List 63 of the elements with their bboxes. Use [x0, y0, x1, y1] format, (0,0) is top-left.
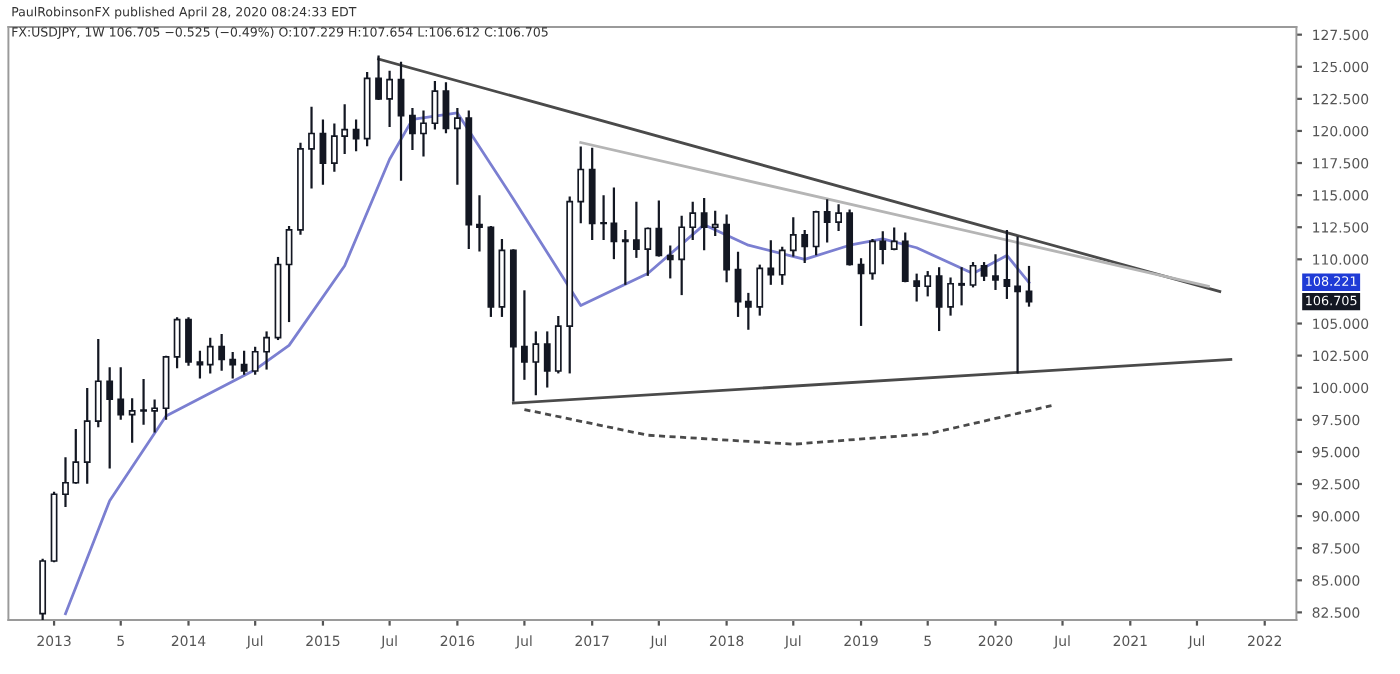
candlestick	[756, 264, 764, 316]
candlestick	[140, 378, 147, 425]
candlestick	[789, 217, 797, 257]
candlestick	[689, 201, 697, 240]
candlestick	[83, 387, 91, 484]
candlestick	[778, 246, 786, 285]
candlestick	[711, 210, 719, 237]
candlestick	[644, 227, 652, 276]
candlestick	[240, 350, 248, 375]
candlestick	[835, 204, 842, 231]
candlestick	[106, 367, 114, 469]
candlestick	[992, 254, 999, 290]
line-series	[64, 111, 1031, 616]
candlestick	[520, 290, 528, 380]
candlestick	[969, 262, 977, 288]
candlestick	[554, 315, 562, 374]
candlestick	[308, 106, 315, 189]
candlestick	[666, 245, 674, 279]
candlestick	[823, 199, 831, 243]
candlestick	[128, 398, 136, 443]
candlestick	[117, 367, 125, 420]
candlestick	[744, 292, 752, 330]
candlestick	[196, 350, 204, 379]
candlestick	[935, 267, 943, 332]
candlestick	[251, 346, 259, 375]
candlestick	[375, 55, 382, 100]
candlestick	[206, 337, 214, 374]
candlestick	[947, 277, 954, 316]
candlestick	[218, 333, 226, 371]
candlestick	[924, 271, 932, 297]
candlestick	[1025, 265, 1033, 307]
candlestick	[812, 210, 820, 256]
candlestick	[1014, 236, 1021, 374]
candlestick	[577, 146, 585, 224]
candlestick	[767, 240, 775, 285]
candlestick	[723, 214, 731, 283]
candlestick	[352, 119, 360, 152]
candlestick	[621, 229, 629, 285]
candlestick	[453, 108, 461, 185]
candlestick	[420, 110, 427, 157]
candlestick	[476, 195, 483, 252]
candlestick	[890, 227, 898, 251]
candlestick	[151, 399, 159, 433]
candlestick	[409, 108, 416, 151]
candlestick	[958, 267, 966, 306]
candlestick	[1003, 229, 1011, 299]
candlestick	[901, 232, 909, 283]
candlestick	[801, 229, 809, 264]
candlestick	[700, 197, 708, 251]
candlestick	[263, 331, 271, 370]
candlestick	[532, 331, 540, 396]
candlestick	[655, 200, 663, 257]
candlestick	[678, 215, 686, 296]
candlestick	[229, 351, 237, 379]
candlestick	[913, 273, 921, 302]
candlestick	[386, 70, 394, 127]
candlestick	[185, 317, 192, 366]
candlestick	[543, 331, 551, 388]
candlestick	[632, 201, 640, 258]
candlestick	[173, 317, 181, 369]
line-series	[523, 404, 1053, 446]
candlestick	[94, 339, 102, 428]
candlestick	[431, 81, 439, 130]
